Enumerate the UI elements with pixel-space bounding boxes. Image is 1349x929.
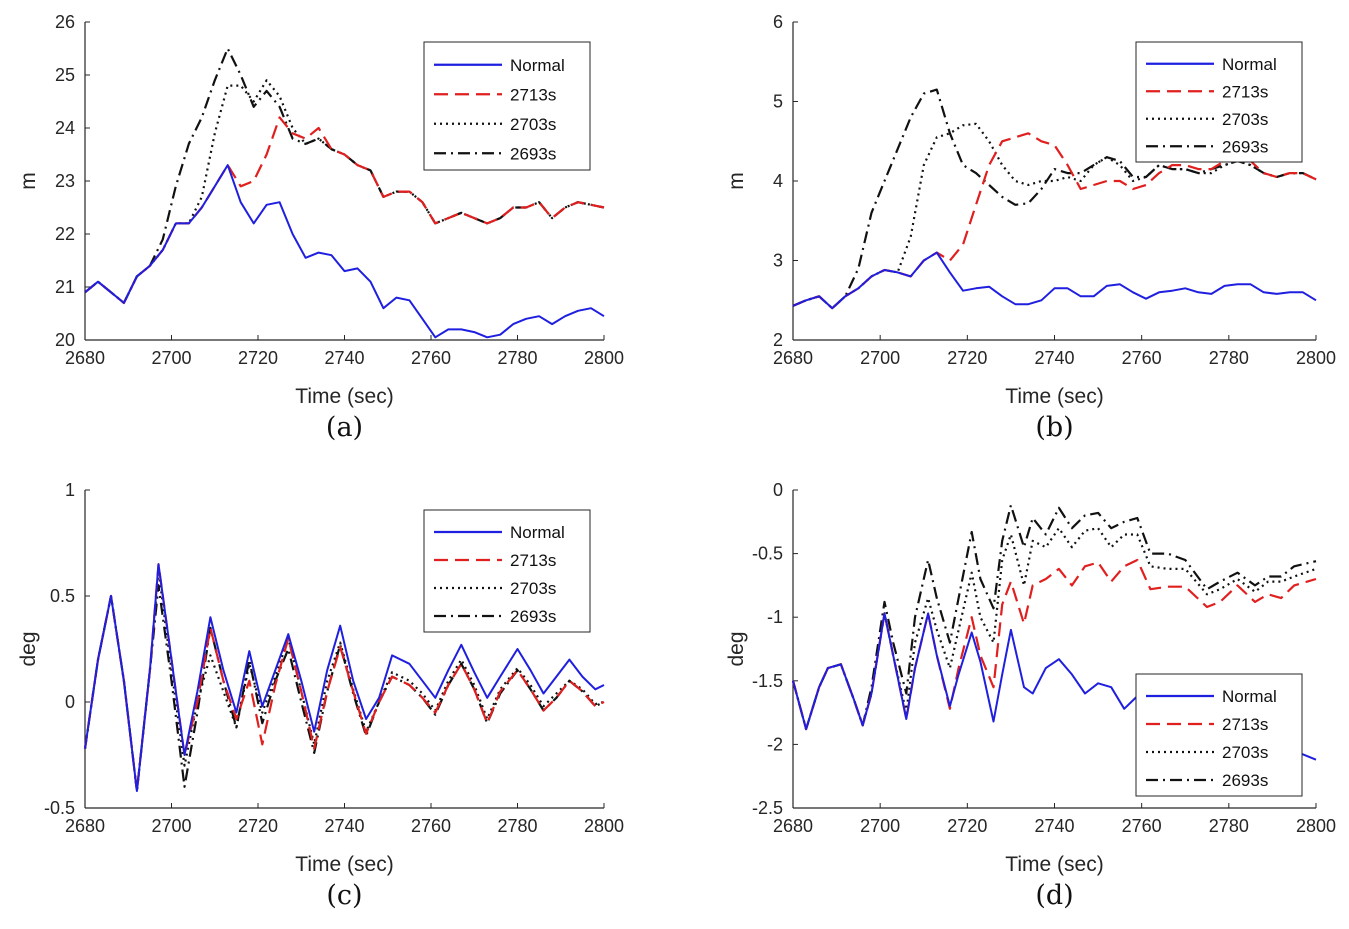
legend-label: 2693s xyxy=(1222,771,1268,790)
legend-label: 2703s xyxy=(510,115,556,134)
x-tick-label: 2720 xyxy=(947,348,987,368)
x-axis-label: Time (sec) xyxy=(1005,385,1103,408)
legend-label: 2713s xyxy=(1222,82,1268,101)
x-tick-label: 2760 xyxy=(1122,816,1162,836)
y-tick-label: 21 xyxy=(55,277,75,297)
x-tick-label: 2760 xyxy=(411,816,451,836)
x-tick-label: 2760 xyxy=(1122,348,1162,368)
x-tick-label: 2700 xyxy=(151,348,191,368)
x-tick-label: 2740 xyxy=(324,816,364,836)
x-tick-label: 2700 xyxy=(860,816,900,836)
x-tick-label: 2800 xyxy=(1296,816,1336,836)
y-tick-label: 24 xyxy=(55,118,75,138)
x-tick-label: 2780 xyxy=(497,348,537,368)
legend-label: 2713s xyxy=(510,85,556,104)
y-tick-label: 26 xyxy=(55,12,75,32)
y-tick-label: 3 xyxy=(773,251,783,271)
chart-panel-4: 2680 2700 2720 2740 2760 2780 2800 -2.5 -2 -1.5 -1… xyxy=(725,480,1336,911)
x-tick-label: 2800 xyxy=(584,348,624,368)
legend: Normal 2713s 2703s 2693s xyxy=(423,509,591,633)
legend-label: Normal xyxy=(510,523,565,542)
legend: Normal 2713s 2703s 2693s xyxy=(423,41,591,171)
x-axis-label: Time (sec) xyxy=(295,853,393,876)
legend-box xyxy=(1135,41,1303,163)
legend-box xyxy=(1135,673,1303,797)
x-tick-label: 2680 xyxy=(773,816,813,836)
y-axis-label: m xyxy=(17,172,40,190)
x-tick-label: 2680 xyxy=(65,348,105,368)
legend-label: 2713s xyxy=(1222,715,1268,734)
x-tick-label: 2760 xyxy=(411,348,451,368)
x-axis-label: Time (sec) xyxy=(295,385,393,408)
y-tick-label: 25 xyxy=(55,65,75,85)
y-axis-label: deg xyxy=(17,631,40,666)
x-tick-label: 2800 xyxy=(1296,348,1336,368)
y-tick-label: 1 xyxy=(65,480,75,500)
chart-panel-3: 2680 2700 2720 2740 2760 2780 2800 -0.5 0 0.5 1 Tim… xyxy=(17,480,624,911)
legend-label: 2693s xyxy=(510,144,556,163)
legend-label: 2703s xyxy=(1222,110,1268,129)
legend-label: 2703s xyxy=(1222,743,1268,762)
series-line-2703s xyxy=(83,569,605,793)
series-line-2693s xyxy=(792,88,1317,310)
x-tick-label: 2800 xyxy=(584,816,624,836)
y-tick-label: 0.5 xyxy=(50,586,75,606)
y-tick-label: 5 xyxy=(773,92,783,112)
x-tick-label: 2720 xyxy=(238,348,278,368)
panel-caption: (c) xyxy=(326,880,362,911)
x-tick-label: 2780 xyxy=(1209,348,1249,368)
y-tick-label: 2 xyxy=(773,330,783,350)
legend: Normal 2713s 2703s 2693s xyxy=(1135,673,1303,797)
series-line-normal xyxy=(84,164,605,339)
series-line-2693s xyxy=(791,504,1317,731)
y-axis-label: m xyxy=(725,172,748,190)
x-tick-label: 2680 xyxy=(65,816,105,836)
y-tick-label: -2 xyxy=(767,734,783,754)
y-tick-label: 0 xyxy=(773,480,783,500)
x-tick-label: 2740 xyxy=(1034,816,1074,836)
legend: Normal 2713s 2703s 2693s xyxy=(1135,41,1303,163)
y-tick-label: -0.5 xyxy=(44,798,75,818)
panel-caption: (d) xyxy=(1035,880,1073,911)
legend-label: Normal xyxy=(1222,687,1277,706)
y-tick-label: 4 xyxy=(773,171,783,191)
y-tick-label: -1 xyxy=(767,607,783,627)
legend-box xyxy=(423,41,591,171)
panel-caption: (a) xyxy=(326,412,363,443)
y-tick-label: 20 xyxy=(55,330,75,350)
y-tick-label: 6 xyxy=(773,12,783,32)
x-tick-label: 2720 xyxy=(947,816,987,836)
chart-panel-1: 2680 2700 2720 2740 2760 2780 2800 20 21 22 23 24 25… xyxy=(17,12,624,443)
y-tick-label: -1.5 xyxy=(752,671,783,691)
x-tick-label: 2740 xyxy=(1034,348,1074,368)
x-tick-label: 2680 xyxy=(773,348,813,368)
x-tick-label: 2780 xyxy=(497,816,537,836)
y-tick-label: -0.5 xyxy=(752,544,783,564)
y-tick-label: -2.5 xyxy=(752,798,783,818)
series-line-normal xyxy=(84,563,605,792)
legend-label: 2713s xyxy=(510,551,556,570)
legend-label: 2703s xyxy=(510,579,556,598)
panel-caption: (b) xyxy=(1035,412,1073,443)
y-tick-label: 23 xyxy=(55,171,75,191)
legend-label: Normal xyxy=(510,56,565,75)
x-tick-label: 2780 xyxy=(1209,816,1249,836)
x-tick-label: 2700 xyxy=(860,348,900,368)
chart-panel-2: 2680 2700 2720 2740 2760 2780 2800 2 3 4 5 6 Time (s… xyxy=(725,12,1336,443)
legend-label: 2693s xyxy=(1222,137,1268,156)
x-tick-label: 2720 xyxy=(238,816,278,836)
legend-label: 2693s xyxy=(510,607,556,626)
legend-box xyxy=(423,509,591,633)
y-axis-label: deg xyxy=(725,631,748,666)
series-line-2703s xyxy=(791,527,1317,731)
y-tick-label: 0 xyxy=(65,692,75,712)
y-tick-label: 22 xyxy=(55,224,75,244)
legend-label: Normal xyxy=(1222,55,1277,74)
series-line-normal xyxy=(792,251,1317,310)
x-tick-label: 2700 xyxy=(151,816,191,836)
x-tick-label: 2740 xyxy=(324,348,364,368)
x-axis-label: Time (sec) xyxy=(1005,853,1103,876)
